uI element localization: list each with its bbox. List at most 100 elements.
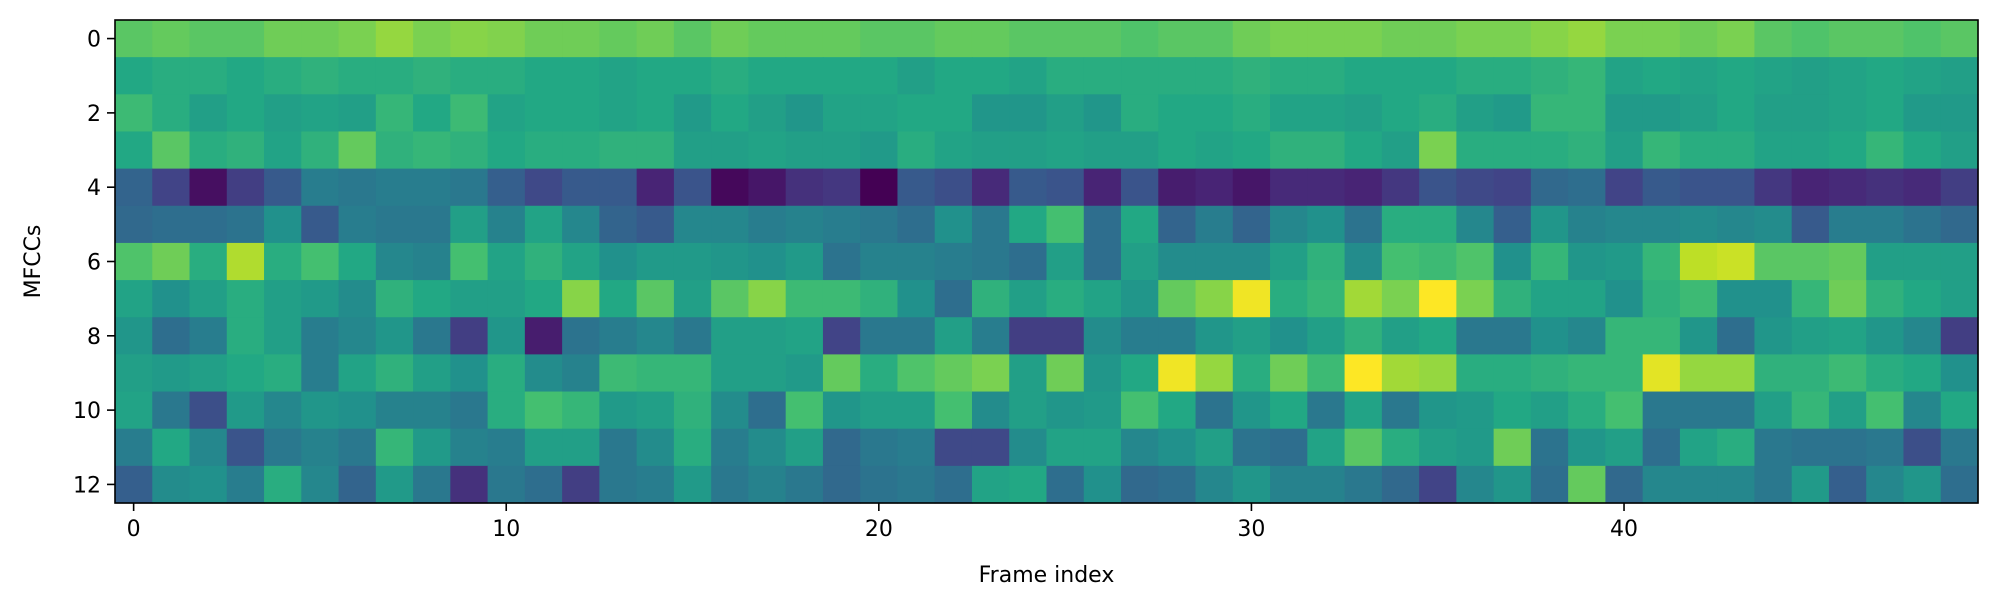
y-tick-label: 2 bbox=[87, 102, 101, 127]
heatmap-cell bbox=[115, 57, 153, 95]
heatmap-cell bbox=[1232, 205, 1271, 244]
heatmap-cell bbox=[1940, 242, 1979, 281]
heatmap-cell bbox=[934, 242, 973, 281]
heatmap-cell bbox=[1679, 242, 1718, 281]
heatmap-cell bbox=[1158, 131, 1197, 170]
heatmap-cell bbox=[226, 391, 265, 430]
heatmap-cell bbox=[934, 131, 973, 170]
heatmap-cell bbox=[1083, 428, 1122, 467]
heatmap-cell bbox=[1940, 20, 1979, 58]
heatmap-cell bbox=[822, 94, 861, 133]
heatmap-cell bbox=[524, 354, 563, 393]
heatmap-cell bbox=[524, 391, 563, 430]
heatmap-cell bbox=[487, 391, 526, 430]
heatmap-cell bbox=[413, 168, 451, 207]
heatmap-cell bbox=[226, 465, 265, 504]
heatmap-cell bbox=[860, 354, 899, 393]
heatmap-cell bbox=[1605, 317, 1644, 355]
heatmap-cell bbox=[1754, 391, 1793, 430]
heatmap-cell bbox=[1530, 242, 1569, 281]
heatmap-cell bbox=[785, 465, 824, 504]
heatmap-cell bbox=[822, 354, 861, 393]
heatmap-cell bbox=[822, 242, 861, 281]
heatmap-cell bbox=[1381, 168, 1420, 207]
heatmap-cell bbox=[897, 242, 936, 281]
heatmap-cell bbox=[1232, 465, 1271, 504]
heatmap-cell bbox=[1232, 280, 1271, 318]
heatmap-cell bbox=[1903, 94, 1942, 133]
heatmap-cell bbox=[1605, 57, 1644, 95]
heatmap-cell bbox=[524, 94, 563, 133]
heatmap-cell bbox=[1456, 465, 1495, 504]
heatmap-cell bbox=[338, 280, 377, 318]
heatmap-cell bbox=[934, 168, 973, 207]
heatmap-cell bbox=[711, 57, 750, 95]
heatmap-cell bbox=[1232, 168, 1271, 207]
heatmap-cell bbox=[1419, 391, 1457, 430]
heatmap-cell bbox=[1232, 317, 1271, 355]
heatmap-cell bbox=[115, 428, 153, 467]
heatmap-cell bbox=[1158, 354, 1197, 393]
heatmap-cell bbox=[375, 465, 414, 504]
heatmap-cells bbox=[115, 20, 1979, 504]
heatmap-cell bbox=[1232, 57, 1271, 95]
heatmap-cell bbox=[1866, 57, 1905, 95]
heatmap-cell bbox=[711, 242, 750, 281]
heatmap-cell bbox=[1381, 131, 1420, 170]
heatmap-cell bbox=[1046, 131, 1085, 170]
heatmap-cell bbox=[1493, 391, 1532, 430]
heatmap-cell bbox=[1158, 280, 1197, 318]
heatmap-cell bbox=[1456, 94, 1495, 133]
heatmap-cell bbox=[1493, 94, 1532, 133]
heatmap-cell bbox=[1270, 354, 1308, 393]
heatmap-cell bbox=[1381, 465, 1420, 504]
heatmap-cell bbox=[1381, 57, 1420, 95]
heatmap-cell bbox=[711, 465, 750, 504]
heatmap-cell bbox=[1866, 465, 1905, 504]
heatmap-cell bbox=[226, 242, 265, 281]
heatmap-cell bbox=[1605, 242, 1644, 281]
heatmap-cell bbox=[524, 131, 563, 170]
heatmap-cell bbox=[375, 168, 414, 207]
heatmap-cell bbox=[1903, 205, 1942, 244]
heatmap-cell bbox=[860, 428, 899, 467]
heatmap-cell bbox=[1158, 391, 1197, 430]
heatmap-cell bbox=[1530, 317, 1569, 355]
heatmap-cell bbox=[115, 168, 153, 207]
heatmap-cell bbox=[562, 242, 600, 281]
heatmap-cell bbox=[1381, 242, 1420, 281]
heatmap-cell bbox=[1642, 20, 1681, 58]
heatmap-cell bbox=[264, 280, 302, 318]
heatmap-cell bbox=[1083, 280, 1122, 318]
heatmap-cell bbox=[1009, 428, 1048, 467]
heatmap-cell bbox=[1940, 428, 1979, 467]
heatmap-cell bbox=[1344, 465, 1383, 504]
heatmap-cell bbox=[1381, 428, 1420, 467]
heatmap-cell bbox=[562, 94, 600, 133]
heatmap-cell bbox=[971, 428, 1010, 467]
heatmap-cell bbox=[450, 242, 489, 281]
heatmap-cell bbox=[1903, 391, 1942, 430]
heatmap-cell bbox=[1307, 131, 1346, 170]
heatmap-cell bbox=[1270, 205, 1308, 244]
heatmap-cell bbox=[264, 57, 302, 95]
heatmap-cell bbox=[226, 354, 265, 393]
heatmap-cell bbox=[115, 20, 153, 58]
heatmap-cell bbox=[1009, 131, 1048, 170]
heatmap-cell bbox=[1568, 205, 1606, 244]
heatmap-cell bbox=[524, 205, 563, 244]
heatmap-cell bbox=[1791, 94, 1830, 133]
heatmap-cell bbox=[636, 242, 675, 281]
heatmap-cell bbox=[562, 205, 600, 244]
heatmap-cell bbox=[413, 354, 451, 393]
heatmap-cell bbox=[487, 168, 526, 207]
heatmap-cell bbox=[1307, 205, 1346, 244]
heatmap-cell bbox=[1046, 168, 1085, 207]
heatmap-cell bbox=[748, 242, 787, 281]
heatmap-cell bbox=[1083, 391, 1122, 430]
heatmap-cell bbox=[1717, 280, 1756, 318]
heatmap-cell bbox=[673, 354, 712, 393]
heatmap-cell bbox=[189, 391, 228, 430]
heatmap-cell bbox=[375, 354, 414, 393]
heatmap-cell bbox=[822, 428, 861, 467]
